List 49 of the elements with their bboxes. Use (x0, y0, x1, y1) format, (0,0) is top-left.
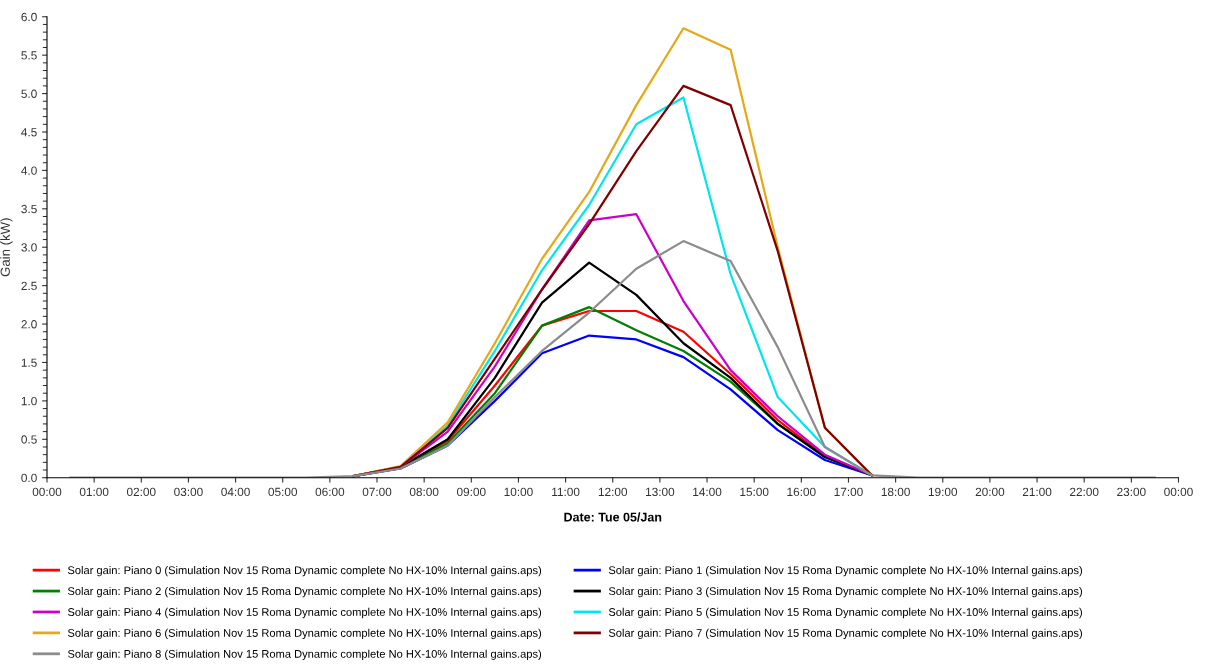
y-tick-label: 5.0 (21, 89, 37, 98)
x-tick-label: 21:00 (1022, 487, 1052, 497)
x-tick-label: 07:00 (362, 487, 392, 497)
x-tick-label: 18:00 (881, 487, 910, 497)
x-tick-label: 14:00 (693, 487, 722, 497)
legend-label: Solar gain: Piano 8 (Simulation Nov 15 Roma Dynamic complete No HX-10% Internal gains.aps) (67, 649, 542, 660)
y-tick-label: 5.5 (21, 51, 37, 60)
y-axis-title: Gain (kW) (0, 218, 13, 277)
legend-label: Solar gain: Piano 3 (Simulation Nov 15 Roma Dynamic complete No HX-10% Internal gains.aps) (608, 586, 1082, 598)
legend-label: Solar gain: Piano 6 (Simulation Nov 15 Roma Dynamic complete No HX-10% Internal gains.aps) (67, 628, 542, 640)
legend-label: Solar gain: Piano 7 (Simulation Nov 15 Roma Dynamic complete No HX-10% Internal gains.aps) (608, 628, 1082, 640)
y-tick-label: 2.5 (21, 281, 37, 291)
x-tick-label: 09:00 (457, 487, 486, 497)
x-tick-label: 17:00 (834, 487, 863, 497)
x-tick-label: 03:00 (174, 487, 203, 497)
x-tick-label: 19:00 (928, 487, 958, 497)
legend-label: Solar gain: Piano 2 (Simulation Nov 15 Roma Dynamic complete No HX-10% Internal gains.aps) (67, 586, 542, 598)
y-tick-label: 4.0 (21, 166, 37, 175)
y-tick-label: 1.5 (21, 358, 37, 367)
x-tick-label: 15:00 (740, 487, 769, 497)
x-tick-label: 01:00 (79, 487, 109, 497)
x-tick-label: 00:00 (32, 487, 62, 497)
legend-label: Solar gain: Piano 4 (Simulation Nov 15 Roma Dynamic complete No HX-10% Internal gains.aps) (67, 607, 542, 619)
y-tick-label: 1.0 (21, 396, 37, 406)
y-tick-label: 0.5 (21, 435, 37, 444)
x-tick-label: 10:00 (504, 487, 533, 497)
x-tick-label: 22:00 (1070, 487, 1099, 497)
y-tick-label: 4.5 (21, 128, 37, 137)
x-tick-label: 04:00 (221, 487, 250, 497)
x-tick-label: 12:00 (598, 487, 628, 497)
x-tick-label: 05:00 (268, 487, 298, 497)
x-tick-label: 00:00 (1164, 487, 1193, 497)
legend-label: Solar gain: Piano 5 (Simulation Nov 15 Roma Dynamic complete No HX-10% Internal gains.aps) (608, 607, 1082, 619)
x-tick-label: 08:00 (409, 487, 439, 497)
x-axis-title: Date: Tue 05/Jan (564, 512, 662, 522)
y-tick-label: 6.0 (21, 12, 37, 22)
y-tick-label: 3.0 (21, 243, 37, 252)
y-tick-label: 2.0 (21, 320, 37, 329)
y-tick-label: 0.0 (21, 473, 37, 483)
x-tick-label: 11:00 (552, 487, 580, 497)
x-tick-label: 16:00 (787, 487, 816, 497)
y-tick-label: 3.5 (21, 204, 37, 214)
legend-label: Solar gain: Piano 1 (Simulation Nov 15 Roma Dynamic complete No HX-10% Internal gains.aps) (608, 565, 1082, 577)
x-tick-label: 23:00 (1117, 487, 1146, 497)
x-tick-label: 02:00 (126, 487, 156, 497)
x-tick-label: 20:00 (975, 487, 1005, 497)
x-tick-label: 06:00 (315, 487, 345, 497)
legend-label: Solar gain: Piano 0 (Simulation Nov 15 Roma Dynamic complete No HX-10% Internal gains.aps) (67, 565, 542, 577)
x-tick-label: 13:00 (646, 487, 675, 497)
